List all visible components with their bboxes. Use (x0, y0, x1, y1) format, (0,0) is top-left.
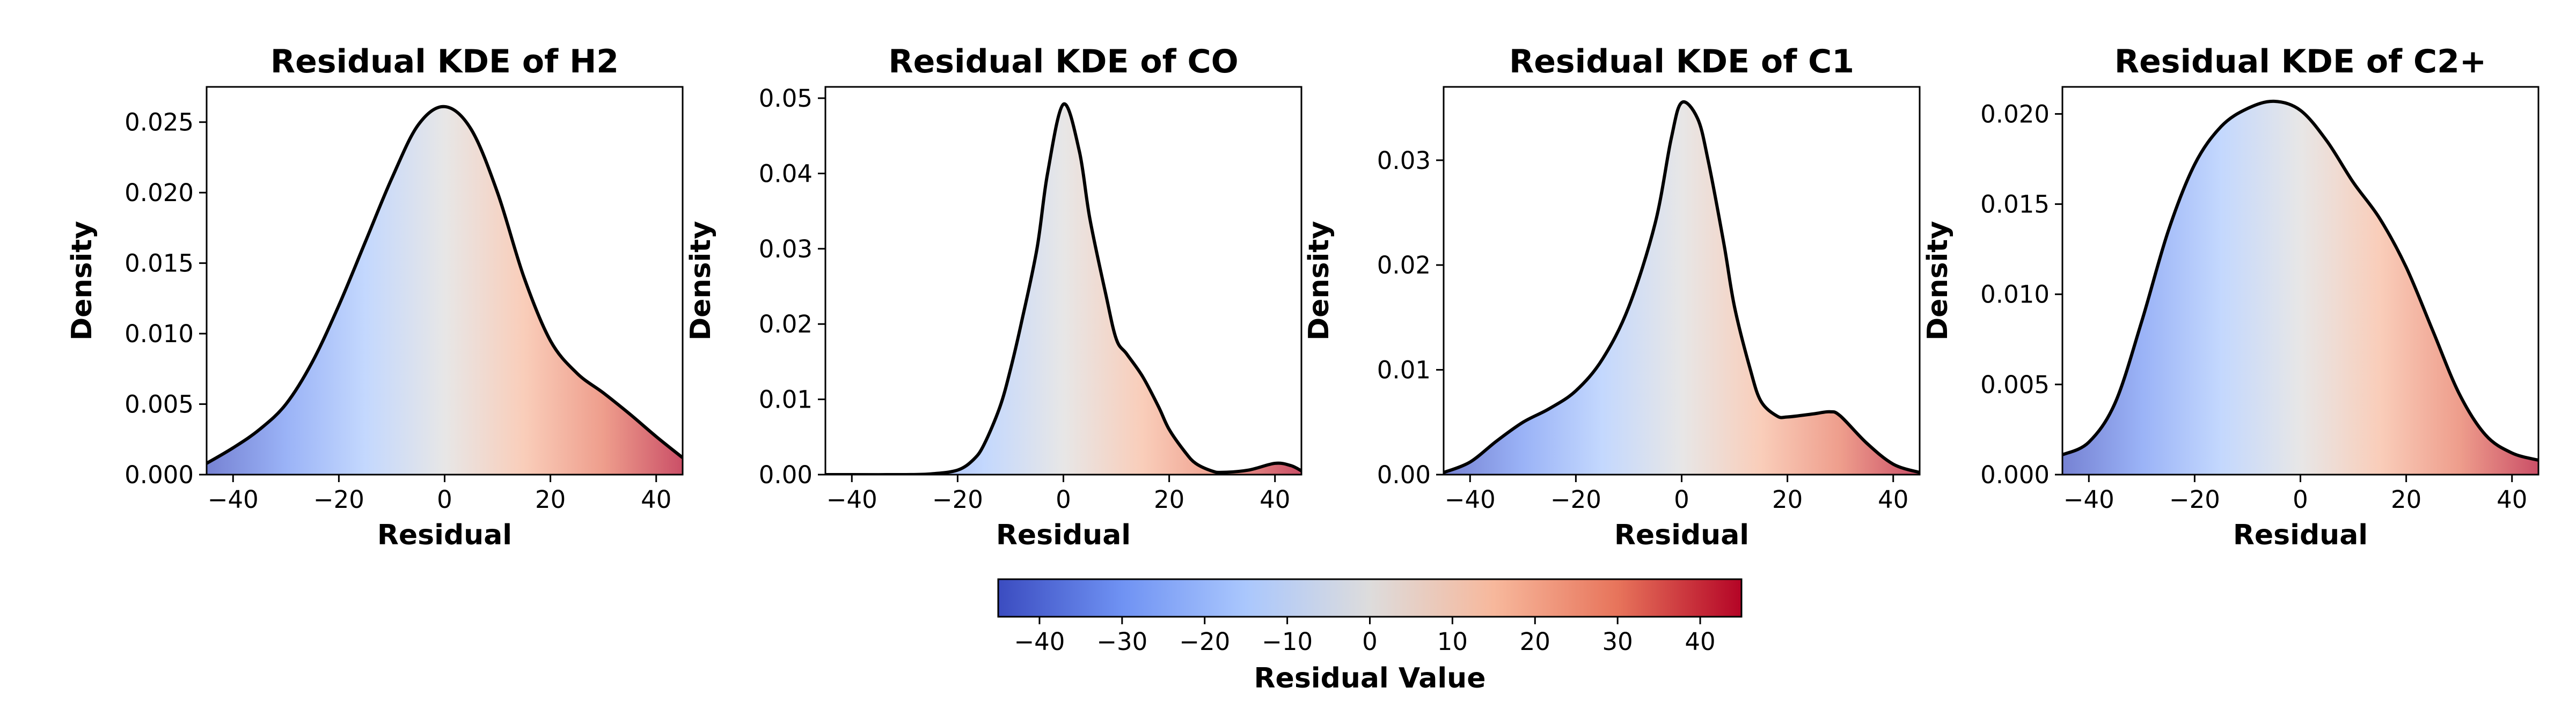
density-curve (1444, 100, 1920, 474)
x-tick-label: 40 (1878, 485, 1908, 514)
chart-title: Residual KDE of H2 (270, 43, 619, 80)
density-fill (825, 104, 1301, 475)
colorbar-gradient (997, 578, 1743, 618)
y-tick-label: 0.02 (759, 310, 813, 338)
x-tick-label: −40 (826, 485, 877, 514)
colorbar-tick-label: −20 (1179, 627, 1230, 656)
y-tick-label: 0.000 (125, 461, 194, 489)
x-tick-label: −40 (1445, 485, 1496, 514)
density-fill (207, 106, 683, 475)
x-tick-label: 20 (1772, 485, 1803, 514)
x-tick-label: 40 (2497, 485, 2527, 514)
y-tick-label: 0.04 (759, 159, 813, 188)
colorbar-label: Residual Value (1254, 662, 1486, 695)
x-tick-label: 0 (2293, 485, 2308, 514)
x-axis-label: Residual (1614, 519, 1749, 551)
colorbar-tick-label: 30 (1602, 627, 1633, 656)
y-tick-label: 0.02 (1377, 251, 1431, 279)
x-axis-label: Residual (996, 519, 1131, 551)
density-curve (825, 102, 1301, 475)
y-tick-label: 0.015 (1980, 190, 2050, 219)
x-tick-label: 40 (641, 485, 671, 514)
colorbar-tick-label: 20 (1520, 627, 1550, 656)
x-tick-label: −40 (2063, 485, 2114, 514)
y-tick-label: 0.020 (1980, 100, 2050, 128)
kde-panel: −40 −20 0 20 40 0.000 0.005 0.010 0.015 0.020 Resi… (1922, 43, 2540, 551)
y-tick-label: 0.03 (759, 235, 813, 263)
y-tick-label: 0.025 (125, 108, 194, 137)
y-tick-label: 0.00 (759, 461, 813, 489)
x-tick-label: 20 (535, 485, 566, 514)
y-tick-label: 0.005 (1980, 371, 2050, 399)
x-tick-label: 40 (1260, 485, 1290, 514)
y-tick-label: 0.000 (1980, 461, 2050, 489)
y-tick-label: 0.010 (1980, 280, 2050, 309)
colorbar: −40 −30 −20 −10 0 10 20 30 40 Residual Value (997, 578, 1743, 695)
chart-title: Residual KDE of CO (888, 43, 1238, 80)
x-tick-label: 20 (2391, 485, 2421, 514)
density-curve (2062, 99, 2538, 462)
y-tick-label: 0.020 (125, 179, 194, 207)
chart-title: Residual KDE of C1 (1509, 43, 1854, 80)
y-tick-label: 0.03 (1377, 146, 1431, 175)
density-fill (1444, 101, 1920, 475)
y-tick-label: 0.05 (759, 84, 813, 113)
x-axis-label: Residual (2233, 519, 2368, 551)
density-fill (2062, 101, 2538, 475)
y-axis-label: Density (1303, 221, 1335, 341)
kde-panel: −40 −20 0 20 40 0.00 0.01 0.02 0.03 0.04 0.05 Resid… (685, 43, 1302, 551)
x-tick-label: −20 (313, 485, 364, 514)
x-tick-label: 0 (1056, 485, 1071, 514)
colorbar-tick-label: 0 (1362, 627, 1378, 656)
y-tick-label: 0.01 (1377, 356, 1431, 385)
kde-panel: −40 −20 0 20 40 0.000 0.005 0.010 0.015 0.020 0.02… (66, 43, 684, 551)
x-tick-label: −20 (932, 485, 983, 514)
x-tick-label: 20 (1154, 485, 1184, 514)
chart-title: Residual KDE of C2+ (2114, 43, 2486, 80)
x-axis-label: Residual (377, 519, 512, 551)
y-tick-label: 0.010 (125, 320, 194, 348)
x-tick-label: 0 (437, 485, 452, 514)
y-axis-label: Density (66, 221, 98, 341)
x-tick-label: 0 (1674, 485, 1689, 514)
y-axis-label: Density (1922, 221, 1954, 341)
colorbar-tick-label: −30 (1096, 627, 1147, 656)
colorbar-tick-label: 10 (1437, 627, 1468, 656)
y-tick-label: 0.015 (125, 249, 194, 278)
y-axis-label: Density (685, 221, 717, 341)
colorbar-tick-label: −40 (1014, 627, 1065, 656)
kde-panel: −40 −20 0 20 40 0.00 0.01 0.02 0.03 Residual KDE … (1303, 43, 1921, 551)
y-tick-label: 0.00 (1377, 461, 1431, 489)
colorbar-tick-label: 40 (1685, 627, 1715, 656)
x-tick-label: −40 (208, 485, 259, 514)
colorbar-tick-label: −10 (1262, 627, 1313, 656)
y-tick-label: 0.005 (125, 390, 194, 419)
y-tick-label: 0.01 (759, 386, 813, 414)
x-tick-label: −20 (1550, 485, 1601, 514)
density-curve (207, 105, 683, 465)
x-tick-label: −20 (2169, 485, 2220, 514)
